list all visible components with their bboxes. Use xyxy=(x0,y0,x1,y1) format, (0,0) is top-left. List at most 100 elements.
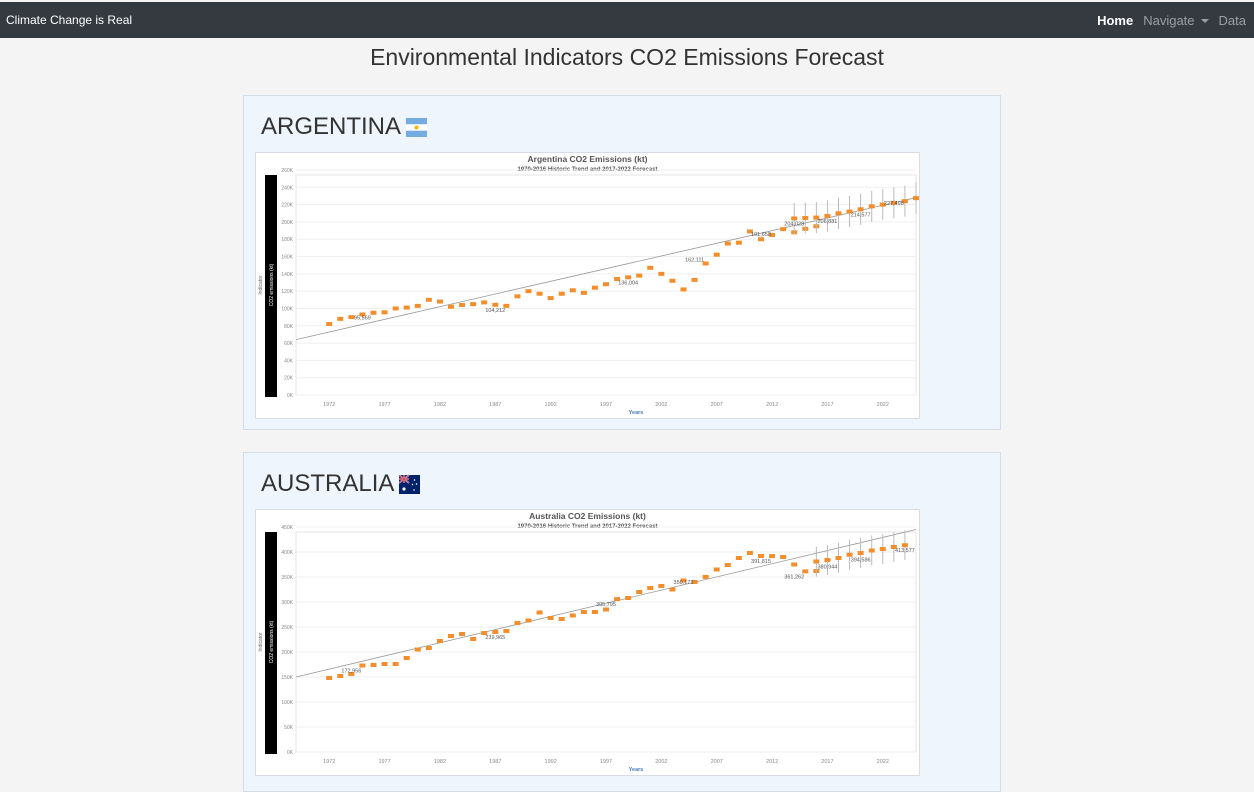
data-point xyxy=(735,240,742,245)
data-label: 206,881 xyxy=(817,219,837,225)
data-point xyxy=(901,543,908,548)
data-point xyxy=(403,305,410,310)
data-label: 95,569 xyxy=(354,315,371,321)
data-point xyxy=(326,322,333,327)
data-label: 239,965 xyxy=(485,635,505,641)
data-point xyxy=(691,277,698,282)
data-point xyxy=(381,310,388,315)
y-tick-label: 20K xyxy=(284,376,294,382)
data-point xyxy=(370,663,377,667)
data-point xyxy=(470,637,477,641)
y-tick-label: 200K xyxy=(281,220,293,226)
data-point xyxy=(448,634,454,638)
y-tick-label: 200K xyxy=(281,650,293,656)
data-point xyxy=(857,551,864,555)
data-point xyxy=(813,559,820,564)
data-point xyxy=(824,213,831,218)
data-point xyxy=(414,647,421,652)
data-label: 191,658 xyxy=(751,232,771,238)
navbar: Climate Change is Real Home Navigate Dat… xyxy=(0,2,1254,38)
x-tick-label: 1997 xyxy=(600,759,612,765)
data-point xyxy=(758,237,764,242)
country-heading: ARGENTINA xyxy=(261,113,428,141)
y-tick-label: 80K xyxy=(284,324,294,330)
data-point xyxy=(481,300,488,305)
y-tick-label: 160K xyxy=(281,255,293,261)
y-tick-label: 350K xyxy=(281,575,293,581)
nav-data-link[interactable]: Data xyxy=(1218,12,1246,28)
data-point xyxy=(746,229,753,234)
data-label: 380,944 xyxy=(817,565,837,571)
chart-axis-bar xyxy=(265,175,277,397)
data-point xyxy=(780,227,787,232)
nav-navigate-dropdown[interactable]: Navigate xyxy=(1143,13,1209,28)
data-point xyxy=(414,303,421,308)
data-label: 172,956 xyxy=(341,669,361,675)
nav-home-link[interactable]: Home xyxy=(1097,12,1134,28)
data-point xyxy=(514,294,521,299)
data-point xyxy=(603,607,609,612)
nav-links: Home Navigate Data xyxy=(1097,13,1246,28)
y-tick-label: 240K xyxy=(281,185,293,191)
data-point xyxy=(436,639,443,643)
data-point xyxy=(425,297,432,302)
data-point xyxy=(392,306,399,311)
argentina-flag-icon xyxy=(406,117,428,137)
x-tick-label: 2002 xyxy=(655,759,667,765)
country-name: ARGENTINA xyxy=(261,113,402,140)
argentina-chart: Argentina CO2 Emissions (kt) 1970-2016 Hi… xyxy=(255,152,920,419)
data-point xyxy=(647,586,654,590)
y-axis-label-2: CO2 emissions (kt) xyxy=(269,620,275,663)
trend-line xyxy=(295,529,917,678)
y-tick-label: 0K xyxy=(287,750,294,756)
data-label: 391,815 xyxy=(751,559,771,565)
data-point xyxy=(326,676,333,680)
data-point xyxy=(625,275,632,280)
x-tick-label: 1987 xyxy=(489,402,501,408)
x-tick-label: 1977 xyxy=(378,402,390,408)
data-point xyxy=(846,552,853,557)
data-label: 136,004 xyxy=(618,280,638,286)
data-point xyxy=(591,285,598,290)
data-point xyxy=(558,291,565,296)
data-label: 305,795 xyxy=(596,602,616,608)
data-point xyxy=(702,261,709,266)
data-label: 104,212 xyxy=(485,308,505,314)
data-point xyxy=(492,630,499,635)
data-point xyxy=(658,584,665,588)
y-tick-label: 260K xyxy=(281,168,293,174)
data-point xyxy=(459,632,466,636)
x-tick-label: 2007 xyxy=(711,402,723,408)
y-tick-label: 180K xyxy=(281,237,293,243)
x-tick-label: 2017 xyxy=(821,759,833,765)
y-tick-label: 100K xyxy=(281,306,293,312)
data-point xyxy=(392,662,399,666)
x-tick-label: 1982 xyxy=(434,402,446,408)
data-point xyxy=(724,563,731,567)
data-point xyxy=(403,656,410,660)
data-label: 204,028 xyxy=(784,221,804,227)
data-point xyxy=(824,558,831,562)
x-tick-label: 2007 xyxy=(711,759,723,765)
data-point xyxy=(879,202,886,207)
y-axis-label: Indicator xyxy=(258,632,264,652)
australia-chart: Australia CO2 Emissions (kt) 1970-2016 Hi… xyxy=(255,509,920,776)
x-tick-label: 1982 xyxy=(434,759,446,765)
australia-flag-icon xyxy=(399,474,421,494)
argentina-chart-svg: Argentina CO2 Emissions (kt)1970-2016 Hi… xyxy=(258,154,919,416)
navbar-brand[interactable]: Climate Change is Real xyxy=(6,13,133,27)
data-point xyxy=(536,291,543,296)
data-label: 361,262 xyxy=(784,574,804,580)
y-tick-label: 120K xyxy=(281,289,293,295)
x-tick-label: 1972 xyxy=(323,759,335,765)
y-axis-label: Indicator xyxy=(258,275,264,295)
data-point xyxy=(769,554,776,559)
australia-chart-svg: Australia CO2 Emissions (kt)1970-2016 Hi… xyxy=(258,511,917,773)
data-label: 350,173 xyxy=(674,580,694,586)
data-point xyxy=(735,556,742,560)
data-point xyxy=(890,545,897,549)
chart-title: Argentina CO2 Emissions (kt) xyxy=(528,154,648,164)
data-point xyxy=(603,282,609,287)
data-point xyxy=(436,299,443,304)
data-point xyxy=(448,304,454,309)
